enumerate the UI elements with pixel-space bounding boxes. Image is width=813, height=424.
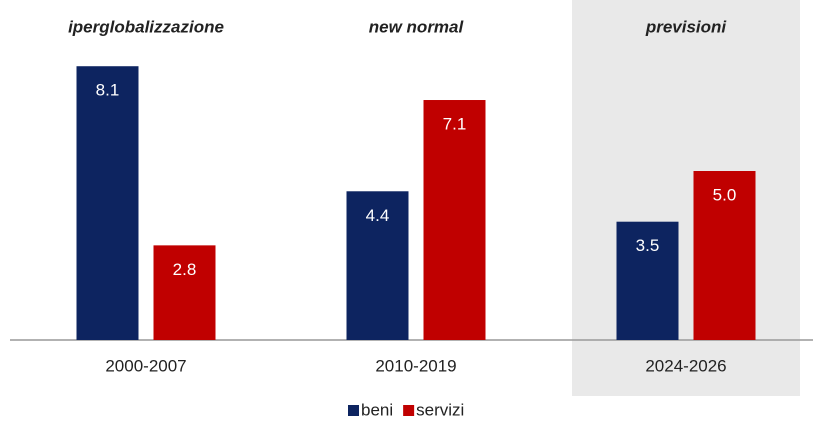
legend-label: servizi [416, 400, 464, 419]
bar [693, 171, 756, 340]
legend-swatch [348, 405, 359, 416]
period-title: previsioni [645, 17, 728, 36]
bar [616, 221, 679, 340]
bar [423, 100, 486, 341]
x-tick-label: 2024-2026 [645, 356, 726, 375]
x-tick-label: 2010-2019 [375, 356, 456, 375]
bar [346, 191, 409, 340]
period-title: new normal [369, 17, 465, 36]
value-label: 2.8 [173, 260, 197, 279]
value-label: 8.1 [96, 81, 120, 100]
value-label: 3.5 [636, 236, 660, 255]
bar [76, 66, 139, 340]
value-label: 5.0 [713, 185, 737, 204]
value-label: 7.1 [443, 115, 467, 134]
forecast-shade [572, 0, 800, 396]
legend-swatch [403, 405, 415, 416]
value-label: 4.4 [366, 206, 390, 225]
period-title: iperglobalizzazione [68, 17, 224, 36]
legend-label: beni [361, 400, 393, 419]
bar [153, 245, 216, 340]
x-tick-label: 2000-2007 [105, 356, 186, 375]
